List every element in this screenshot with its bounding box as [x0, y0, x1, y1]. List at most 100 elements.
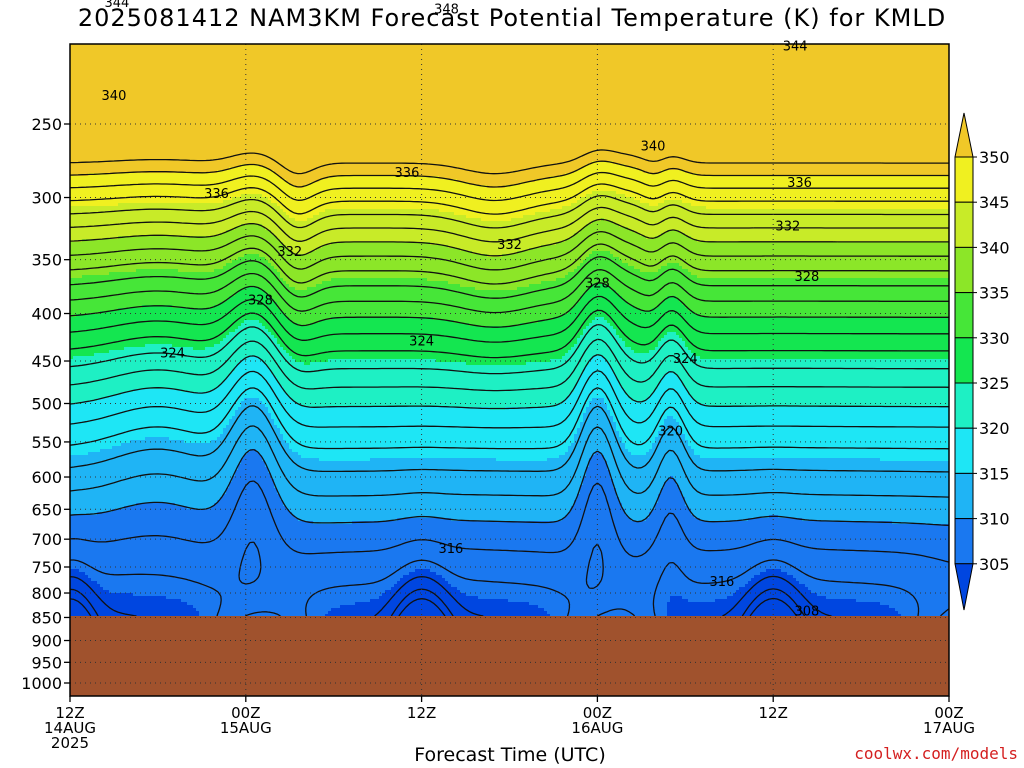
x-tick-label-3-1: 16AUG [571, 719, 623, 737]
isentrope-304 [70, 575, 832, 617]
contour-label-316: 316 [710, 575, 735, 590]
colorbar-swatch-320 [954, 427, 974, 474]
pressure-axis: 250 300 350 400 450 500 550 600 650 700 750 800 850 9… [21, 115, 70, 693]
contour-label-340: 340 [102, 89, 127, 104]
x-tick-label-5-0: 00Z [934, 704, 963, 722]
colorbar-label-320: 320 [979, 419, 1010, 438]
contour-label-340: 340 [641, 139, 666, 154]
colorbar-label-310: 310 [979, 510, 1010, 529]
colorbar: 350 345 340 335 330 325 320 315 310 305 [954, 112, 1010, 611]
contour-label-336: 336 [787, 176, 812, 191]
y-tick-label-950: 950 [31, 653, 62, 672]
contour-label-328: 328 [248, 294, 273, 309]
isentrope-308 [70, 480, 949, 617]
isentrope-326 [70, 309, 949, 359]
ground-below-surface [70, 616, 949, 696]
isentrope-300 [70, 597, 798, 617]
colorbar-label-305: 305 [979, 555, 1010, 574]
site-watermark: coolwx.com/models [854, 744, 1018, 763]
x-tick-label-0-1: 14AUG [44, 719, 96, 737]
colorbar-label-345: 345 [979, 193, 1010, 212]
contour-label-336: 336 [395, 166, 420, 181]
y-tick-label-450: 450 [31, 352, 62, 371]
isentrope-322 [70, 338, 949, 392]
x-tick-label-4-0: 12Z [759, 704, 788, 722]
isentrope-318 [70, 370, 949, 429]
y-tick-label-550: 550 [31, 433, 62, 452]
x-tick-label-0-2: 2025 [51, 734, 89, 752]
contour-label-308: 308 [794, 604, 819, 619]
x-tick-label-2-0: 12Z [407, 704, 436, 722]
isentrope-312 [70, 425, 949, 498]
colorbar-swatch-350 [954, 156, 974, 203]
x-axis-title: Forecast Time (UTC) [414, 744, 606, 766]
y-tick-label-1000: 1000 [21, 674, 62, 693]
isentrope-314 [70, 405, 949, 473]
colorbar-swatch-340 [954, 246, 974, 294]
x-tick-label-1-1: 15AUG [220, 719, 272, 737]
y-tick-label-700: 700 [31, 530, 62, 549]
contour-label-344: 344 [783, 39, 808, 54]
contour-label-348: 348 [434, 3, 459, 18]
y-tick-label-400: 400 [31, 305, 62, 324]
colorbar-label-350: 350 [979, 148, 1010, 167]
contour-label-328: 328 [794, 270, 819, 285]
colorbar-swatch-310 [954, 518, 974, 565]
y-tick-label-350: 350 [31, 251, 62, 270]
colorbar-top-arrow [954, 112, 974, 158]
isentrope-332 [70, 269, 949, 314]
isentrope-338 [70, 230, 949, 271]
contour-label-344: 344 [104, 0, 129, 11]
isentrope-350 [70, 160, 949, 188]
colorbar-swatch-335 [954, 292, 974, 339]
y-tick-label-850: 850 [31, 608, 62, 627]
y-tick-label-800: 800 [31, 584, 62, 603]
x-tick-label-0-0: 12Z [55, 704, 84, 722]
colorbar-swatch-325 [954, 382, 974, 429]
y-tick-label-750: 750 [31, 558, 62, 577]
colorbar-label-315: 315 [979, 464, 1010, 483]
contour-label-324: 324 [409, 334, 434, 349]
isentrope-344 [70, 194, 949, 229]
colorbar-swatch-315 [954, 472, 974, 520]
isentrope-324 [70, 323, 949, 375]
isentrope-352 [70, 149, 949, 175]
colorbar-swatch-345 [954, 201, 974, 248]
isentrope-310 [70, 448, 949, 527]
contour-label-320: 320 [658, 424, 683, 439]
isentrope-348 [70, 171, 949, 202]
contour-labels: 344 348 348 344 340 340 336 336 336 332 332 332 328 3… [102, 0, 820, 619]
contour-label-348: 348 [778, 0, 803, 2]
contour-label-332: 332 [775, 220, 800, 235]
y-tick-label-900: 900 [31, 632, 62, 651]
colorbar-bottom-arrow [954, 563, 974, 611]
colorbar-label-335: 335 [979, 284, 1010, 303]
colorbar-swatch-330 [954, 337, 974, 384]
isentrope-334 [70, 256, 949, 299]
y-tick-label-500: 500 [31, 395, 62, 414]
isentrope-346 [70, 183, 949, 215]
contour-label-336: 336 [204, 187, 229, 202]
x-tick-label-1-0: 00Z [231, 704, 260, 722]
color-fill-layer [70, 44, 949, 618]
y-tick-label-300: 300 [31, 189, 62, 208]
contour-label-328: 328 [585, 277, 610, 292]
chart-title: 2025081412 NAM3KM Forecast Potential Tem… [77, 4, 947, 32]
isentrope-320 [70, 353, 949, 410]
x-tick-label-3-0: 00Z [583, 704, 612, 722]
isentrope-328 [70, 295, 949, 343]
y-tick-label-600: 600 [31, 468, 62, 487]
plot-frame [69, 43, 950, 697]
x-tick-label-5-1: 17AUG [923, 719, 975, 737]
isentrope-330 [70, 282, 949, 328]
contour-label-332: 332 [277, 245, 302, 260]
colorbar-label-330: 330 [979, 329, 1010, 348]
colorbar-label-325: 325 [979, 374, 1010, 393]
isentrope-contours [70, 149, 949, 617]
isentrope-316 [70, 387, 949, 450]
y-tick-label-250: 250 [31, 115, 62, 134]
contour-label-332: 332 [497, 238, 522, 253]
isentrope-306 [70, 541, 920, 617]
